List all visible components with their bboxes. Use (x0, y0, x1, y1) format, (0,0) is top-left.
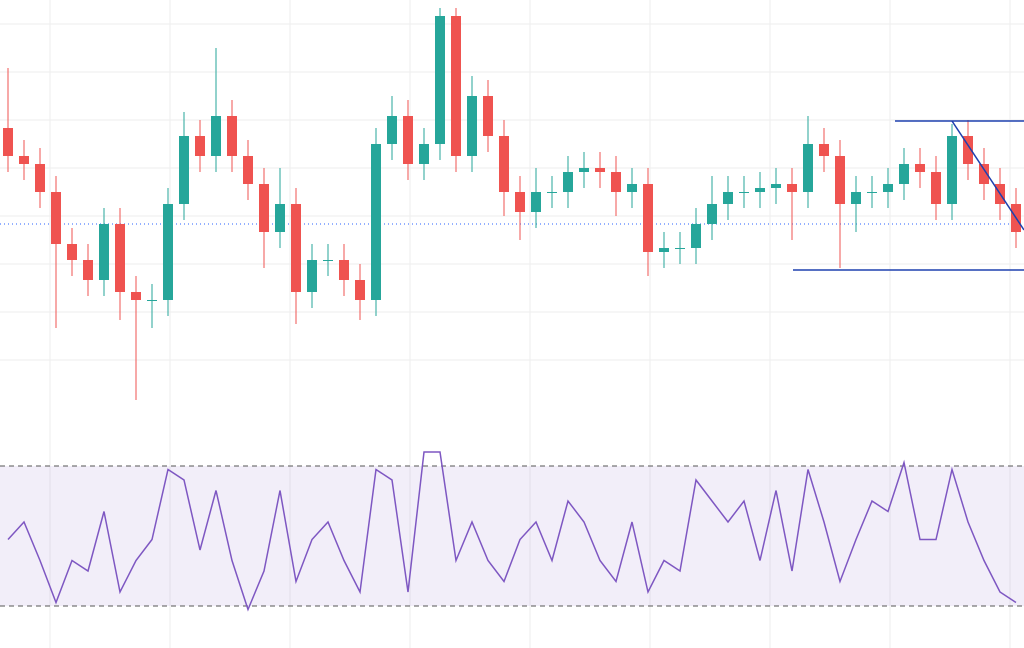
candle-body (883, 184, 893, 192)
candle-body (387, 116, 397, 144)
candle-body (867, 192, 877, 193)
candle-body (803, 144, 813, 192)
candle-body (195, 136, 205, 156)
candle-body (355, 280, 365, 300)
candle-body (291, 204, 301, 292)
candle-body (947, 136, 957, 204)
candle-body (915, 164, 925, 172)
candle-body (579, 168, 589, 172)
candle-body (67, 244, 77, 260)
candle-body (723, 192, 733, 204)
candle-body (499, 136, 509, 192)
candle-body (643, 184, 653, 252)
candle-body (99, 224, 109, 280)
candle-body (147, 300, 157, 301)
candle-body (307, 260, 317, 292)
candle-body (851, 192, 861, 204)
candle-body (35, 164, 45, 192)
candle-body (531, 192, 541, 212)
candle-body (163, 204, 173, 300)
candle-body (739, 192, 749, 193)
band-fill (0, 466, 1024, 606)
candle-body (515, 192, 525, 212)
vertical-grid (49, 0, 1011, 648)
candle-body (899, 164, 909, 184)
candle-body (691, 224, 701, 248)
drawing-line (951, 120, 1024, 231)
candle-body (755, 188, 765, 192)
candle-body (787, 184, 797, 192)
candle-body (323, 260, 333, 261)
candle-body (19, 156, 29, 164)
candle-body (243, 156, 253, 184)
candle-body (259, 184, 269, 232)
candle-body (675, 248, 685, 249)
candle-body (467, 96, 477, 156)
candle-body (339, 260, 349, 280)
candle-body (979, 164, 989, 184)
candle-body (771, 184, 781, 188)
candle-body (211, 116, 221, 156)
candle-body (611, 172, 621, 192)
candle-body (51, 192, 61, 244)
rsi-line (7, 451, 1017, 612)
candle-body (275, 204, 285, 232)
candle-body (419, 144, 429, 164)
candle-body (83, 260, 93, 280)
candle-body (371, 144, 381, 300)
candle-body (963, 136, 973, 164)
candle-body (3, 128, 13, 156)
candle-body (595, 168, 605, 172)
candle-body (627, 184, 637, 192)
candle-body (483, 96, 493, 136)
candle-body (435, 16, 445, 144)
candle-body (403, 116, 413, 164)
candle-body (707, 204, 717, 224)
candle-body (115, 224, 125, 292)
candle-body (835, 156, 845, 204)
candle-body (227, 116, 237, 156)
candle-body (179, 136, 189, 204)
candle-body (931, 172, 941, 204)
candle-body (547, 192, 557, 193)
candle-body (659, 248, 669, 252)
candle-body (563, 172, 573, 192)
candle-body (819, 144, 829, 156)
candle-body (451, 16, 461, 156)
candle-body (131, 292, 141, 300)
